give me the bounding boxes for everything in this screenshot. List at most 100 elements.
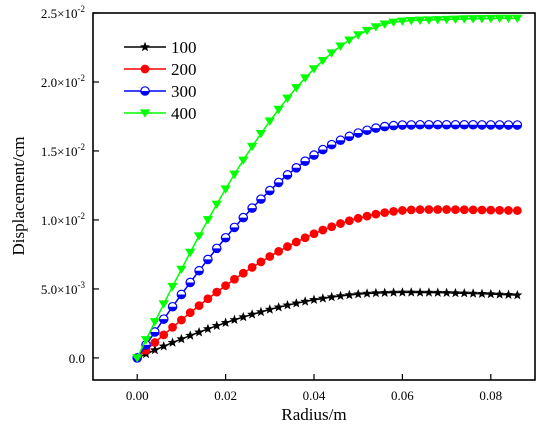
data-point xyxy=(185,248,196,258)
data-point xyxy=(282,170,293,180)
data-point xyxy=(326,49,337,58)
data-point xyxy=(432,16,443,25)
data-point xyxy=(512,120,523,130)
data-point xyxy=(468,119,478,130)
data-point xyxy=(486,205,496,215)
data-point xyxy=(512,289,523,300)
data-point xyxy=(273,105,284,115)
data-point xyxy=(388,120,399,131)
x-tick-label: 0.06 xyxy=(391,388,414,403)
data-point xyxy=(185,330,196,340)
series-100 xyxy=(132,287,523,363)
y-tick-mantissa: 2.0×10 xyxy=(41,75,78,90)
data-point xyxy=(327,222,337,232)
legend-marker xyxy=(140,64,150,74)
series-line-300 xyxy=(136,124,518,359)
data-point xyxy=(371,123,381,133)
data-point xyxy=(415,205,425,215)
data-point xyxy=(176,265,187,275)
data-point xyxy=(159,330,169,340)
data-point xyxy=(424,119,434,130)
plot-layer xyxy=(132,14,523,363)
data-point xyxy=(308,65,320,74)
data-point xyxy=(150,338,160,347)
ticks-layer: 0.00 0.02 0.04 0.06 0.080.05.0×10-31.0×10-21… xyxy=(41,4,502,403)
data-point xyxy=(256,194,266,204)
data-point xyxy=(255,129,267,139)
data-point xyxy=(344,131,355,142)
data-point xyxy=(371,209,381,219)
data-point xyxy=(291,163,302,173)
data-point xyxy=(361,26,373,36)
data-point xyxy=(504,206,513,215)
data-point xyxy=(229,314,240,325)
data-point xyxy=(494,14,505,24)
data-point xyxy=(397,17,408,26)
data-point xyxy=(317,293,328,303)
legend-marker xyxy=(140,41,150,52)
data-point xyxy=(344,216,354,226)
y-tick-label: 5.0×10-3 xyxy=(41,280,86,297)
data-point xyxy=(362,288,372,298)
data-point xyxy=(379,287,390,298)
data-point xyxy=(238,212,249,223)
legend-label: 200 xyxy=(171,60,197,79)
data-point xyxy=(158,300,169,309)
data-point xyxy=(433,205,443,214)
x-axis-title: Radius/m xyxy=(281,405,346,424)
data-point xyxy=(176,289,187,300)
data-point xyxy=(300,156,310,166)
data-point xyxy=(353,128,363,138)
y-tick-mantissa: 0.0 xyxy=(69,351,85,366)
data-point xyxy=(291,237,301,247)
data-point xyxy=(477,205,487,215)
data-point xyxy=(494,120,505,130)
data-point xyxy=(246,142,258,152)
data-point xyxy=(274,247,284,256)
data-point xyxy=(503,14,514,24)
data-point xyxy=(247,203,257,213)
data-point xyxy=(300,296,311,306)
data-point xyxy=(362,211,372,221)
data-point xyxy=(158,314,169,324)
data-point xyxy=(485,14,496,24)
data-point xyxy=(203,254,213,265)
data-point xyxy=(229,170,240,179)
data-point xyxy=(432,287,443,297)
data-point xyxy=(132,354,143,363)
legend-item-200: 200 xyxy=(124,60,197,79)
data-point xyxy=(238,156,249,165)
data-point xyxy=(370,23,382,32)
legend-item-100: 100 xyxy=(124,38,197,57)
data-point xyxy=(477,120,487,130)
data-point xyxy=(441,287,452,298)
data-point xyxy=(264,185,275,196)
data-point xyxy=(167,301,178,312)
data-point xyxy=(406,205,416,215)
data-point xyxy=(362,125,372,136)
data-point xyxy=(344,289,355,300)
y-tick-mantissa: 1.0×10 xyxy=(41,213,78,228)
data-point xyxy=(247,263,257,272)
legend-label: 100 xyxy=(171,38,197,57)
data-point xyxy=(238,268,248,278)
data-point xyxy=(353,288,364,299)
data-point xyxy=(406,120,417,130)
data-point xyxy=(379,20,390,29)
legend-item-400: 400 xyxy=(124,104,197,123)
y-tick-mantissa: 1.5×10 xyxy=(41,144,78,159)
y-tick-label: 2.5×10-2 xyxy=(41,4,85,21)
data-point xyxy=(380,208,390,218)
data-point xyxy=(423,16,435,25)
data-point xyxy=(432,119,443,130)
data-point xyxy=(264,117,275,126)
data-point xyxy=(388,18,399,27)
legend-marker xyxy=(139,109,151,118)
data-point xyxy=(309,229,319,239)
data-point xyxy=(158,341,169,351)
series-400 xyxy=(132,14,523,363)
data-point xyxy=(309,294,319,305)
data-point xyxy=(149,318,161,327)
data-point xyxy=(194,301,204,311)
